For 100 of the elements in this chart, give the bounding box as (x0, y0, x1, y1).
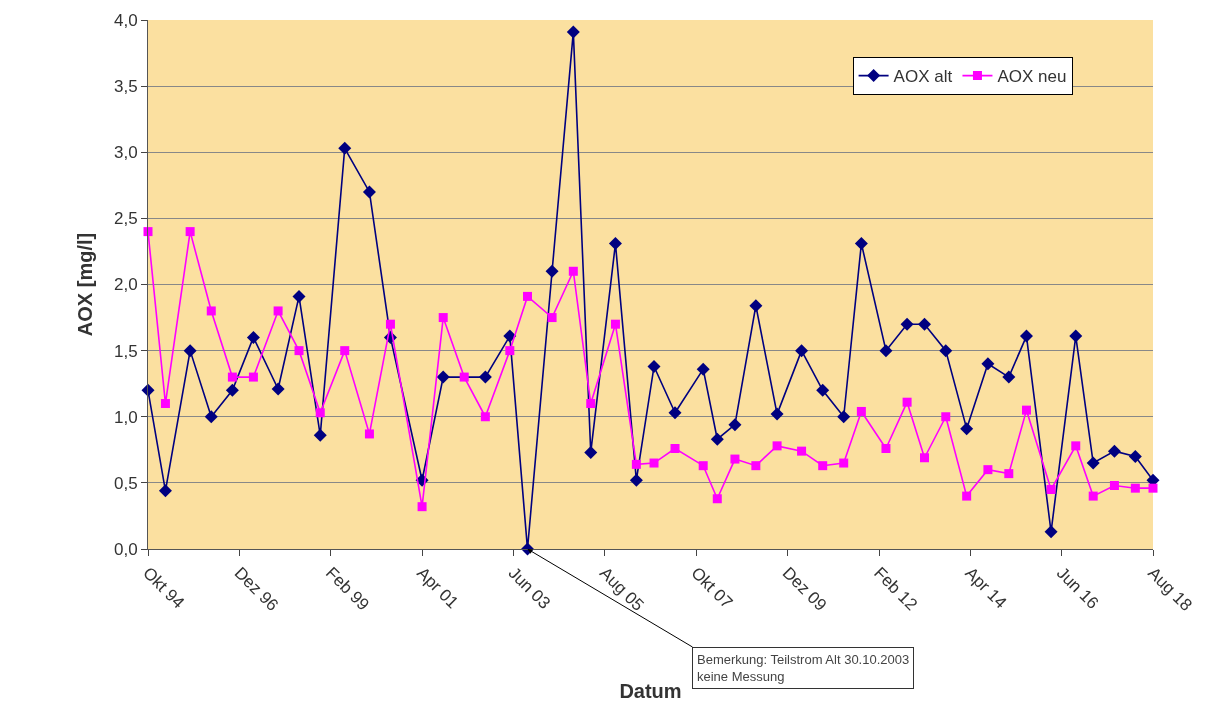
x-tick-label: Dez 09 (778, 563, 831, 615)
point (364, 429, 374, 439)
point (1044, 525, 1058, 539)
point (698, 461, 708, 471)
point (294, 346, 304, 356)
point (629, 473, 643, 487)
x-tick-label: Apr 01 (413, 563, 463, 613)
point (566, 25, 580, 39)
x-tick-label: Dez 96 (230, 563, 283, 615)
point (730, 454, 740, 464)
point (227, 372, 237, 382)
point (158, 484, 172, 498)
point (480, 412, 490, 422)
point (547, 313, 557, 323)
point (631, 459, 641, 469)
point (385, 319, 395, 329)
point (206, 306, 216, 316)
point (939, 344, 953, 358)
point (751, 461, 761, 471)
point (983, 465, 993, 475)
point (668, 406, 682, 420)
y-tick-label: 0,0 (113, 539, 138, 559)
point (315, 408, 325, 418)
x-tick-label: Feb 12 (870, 563, 922, 615)
point (1071, 441, 1081, 451)
point (545, 264, 559, 278)
point (962, 491, 972, 501)
point (649, 458, 659, 468)
y-tick-label: 3,0 (113, 143, 138, 163)
point (1086, 456, 1100, 470)
point (1021, 405, 1031, 415)
point (505, 346, 515, 356)
point (920, 453, 930, 463)
point (902, 397, 912, 407)
point (610, 319, 620, 329)
point (292, 289, 306, 303)
point (900, 317, 914, 331)
point (248, 372, 258, 382)
point (918, 317, 932, 331)
point (839, 458, 849, 468)
point (1004, 469, 1014, 479)
point (712, 494, 722, 504)
point (1130, 483, 1140, 493)
point (185, 227, 195, 237)
y-axis-title: AOX [mg/l] (74, 232, 97, 337)
point (772, 441, 782, 451)
point (436, 370, 450, 384)
point (1069, 329, 1083, 343)
y-tick-label: 1,5 (113, 341, 138, 361)
point (438, 313, 448, 323)
point (225, 383, 239, 397)
point (522, 291, 532, 301)
point (696, 362, 710, 376)
point (273, 306, 283, 316)
point (160, 399, 170, 409)
point (478, 370, 492, 384)
point (340, 346, 350, 356)
y-tick-label: 3,5 (113, 77, 138, 97)
point (981, 357, 995, 371)
point (670, 443, 680, 453)
point (770, 407, 784, 421)
point (204, 410, 218, 424)
point (941, 412, 951, 422)
point (313, 428, 327, 442)
point (818, 461, 828, 471)
legend-label: AOX neu (997, 67, 1067, 87)
point (1019, 329, 1033, 343)
point (362, 185, 376, 199)
point (960, 422, 974, 436)
point (1107, 444, 1121, 458)
y-tick-label: 1,0 (113, 407, 138, 427)
legend-label: AOX alt (893, 67, 953, 87)
point (795, 344, 809, 358)
point (417, 502, 427, 512)
x-tick-label: Aug 18 (1144, 563, 1196, 615)
x-tick-label: Apr 14 (961, 563, 1011, 613)
point (881, 443, 891, 453)
x-tick-label: Okt 07 (687, 563, 737, 613)
y-tick-label: 4,0 (113, 10, 138, 30)
point (586, 399, 596, 409)
point (338, 141, 352, 155)
point (503, 329, 517, 343)
point (608, 237, 622, 250)
x-tick-label: Okt 94 (139, 563, 189, 613)
x-tick-label: Aug 05 (596, 563, 648, 615)
point (183, 344, 197, 358)
point (728, 418, 742, 432)
point (1109, 481, 1119, 491)
x-tick-label: Jun 16 (1052, 563, 1103, 613)
y-tick-label: 2,0 (113, 275, 138, 295)
point (1002, 370, 1016, 384)
point (856, 406, 866, 416)
point (879, 344, 893, 358)
point (816, 383, 830, 397)
point (459, 372, 469, 382)
point (584, 445, 598, 459)
x-tick-label: Feb 99 (322, 563, 373, 615)
point (837, 410, 851, 424)
point (568, 266, 578, 276)
point (854, 237, 868, 250)
